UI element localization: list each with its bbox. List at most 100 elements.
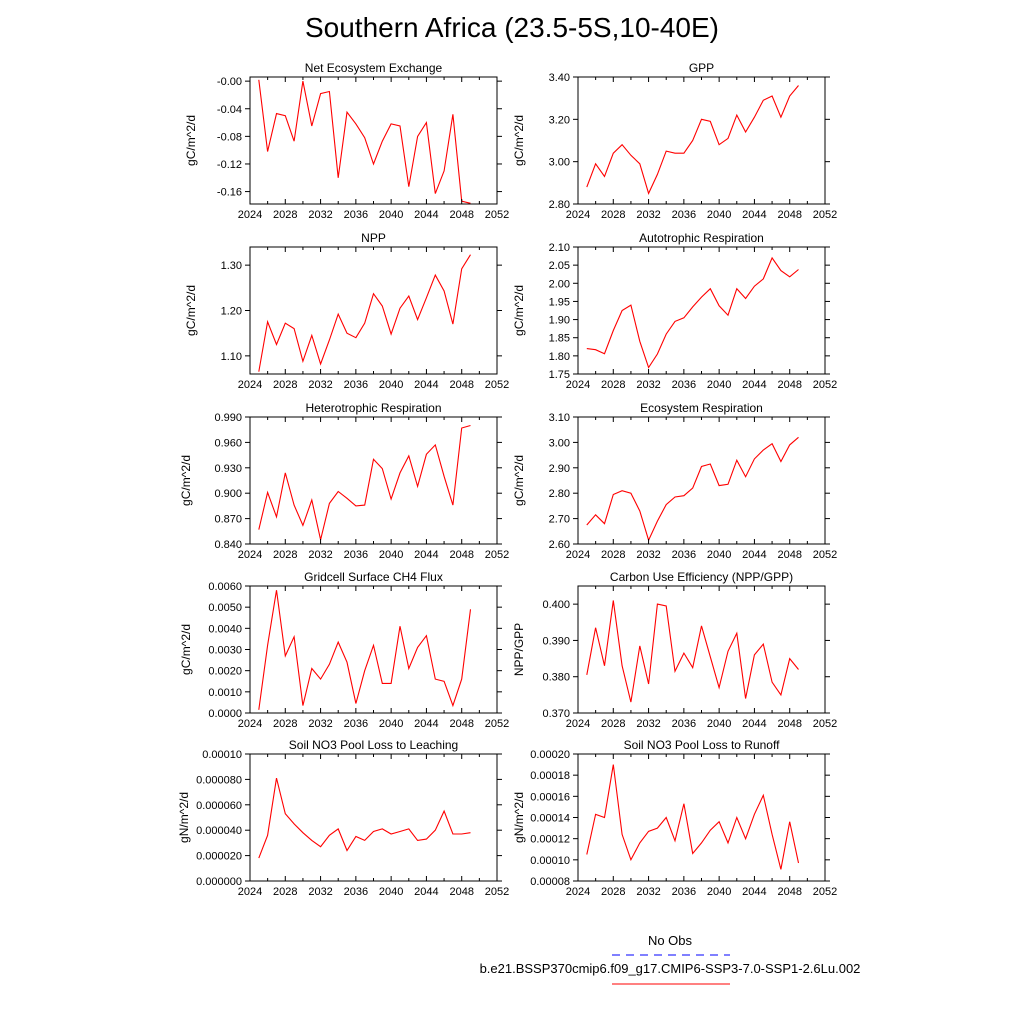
x-tick-label: 2028 bbox=[273, 886, 297, 898]
x-tick-label: 2024 bbox=[566, 209, 590, 221]
x-tick-label: 2048 bbox=[449, 886, 473, 898]
y-tick-label: 3.40 bbox=[549, 72, 570, 84]
series-line bbox=[586, 256, 799, 369]
x-tick-label: 2044 bbox=[742, 379, 766, 391]
y-tick-label: 3.10 bbox=[549, 412, 570, 424]
x-tick-label: 2036 bbox=[672, 886, 696, 898]
y-tick-label: 3.00 bbox=[549, 157, 570, 169]
x-tick-label: 2040 bbox=[707, 549, 731, 561]
y-tick-label: 0.930 bbox=[214, 463, 242, 475]
x-tick-label: 2040 bbox=[379, 379, 403, 391]
x-tick-label: 2024 bbox=[566, 886, 590, 898]
x-tick-label: 2052 bbox=[485, 209, 509, 221]
y-tick-label: 2.80 bbox=[549, 199, 570, 211]
x-tick-label: 2028 bbox=[601, 886, 625, 898]
x-tick-label: 2048 bbox=[777, 886, 801, 898]
x-tick-label: 2040 bbox=[707, 886, 731, 898]
y-tick-label: 0.000000 bbox=[196, 876, 242, 888]
y-tick-label: 2.00 bbox=[549, 278, 570, 290]
x-tick-label: 2024 bbox=[566, 718, 590, 730]
x-tick-label: 2024 bbox=[566, 549, 590, 561]
y-tick-label: 1.95 bbox=[549, 296, 570, 308]
series-line bbox=[258, 424, 471, 540]
x-tick-label: 2044 bbox=[742, 718, 766, 730]
x-tick-label: 2024 bbox=[238, 209, 262, 221]
y-tick-label: 1.85 bbox=[549, 333, 570, 345]
chart-panel: 2024 2028 2032 2036 2040 2044 2048 2052 -0.00 -0.… bbox=[184, 61, 509, 221]
panel-title: Soil NO3 Pool Loss to Leaching bbox=[289, 738, 458, 752]
page-title: Southern Africa (23.5-5S,10-40E) bbox=[304, 12, 719, 43]
panel-title: Soil NO3 Pool Loss to Runoff bbox=[624, 738, 781, 752]
y-axis-label: gC/m^2/d bbox=[184, 285, 198, 336]
plot-frame bbox=[249, 585, 498, 714]
legend: No Obs b.e21.BSSP370cmip6.f09_g17.CMIP6-S… bbox=[480, 933, 860, 985]
y-tick-label: 0.00008 bbox=[530, 876, 570, 888]
plot-frame bbox=[577, 76, 826, 205]
x-tick-label: 2036 bbox=[672, 209, 696, 221]
y-tick-label: 0.00010 bbox=[530, 855, 570, 867]
panel-title: Ecosystem Respiration bbox=[640, 401, 763, 415]
x-tick-label: 2036 bbox=[344, 379, 368, 391]
x-tick-label: 2052 bbox=[813, 718, 837, 730]
x-tick-label: 2032 bbox=[308, 886, 332, 898]
x-tick-label: 2036 bbox=[344, 886, 368, 898]
y-tick-label: 0.000020 bbox=[196, 851, 242, 863]
y-tick-label: 0.380 bbox=[542, 672, 570, 684]
y-tick-label: 0.00020 bbox=[530, 749, 570, 761]
y-tick-label: 0.00018 bbox=[530, 770, 570, 782]
panel-title: Autotrophic Respiration bbox=[639, 231, 764, 245]
x-tick-label: 2044 bbox=[414, 209, 438, 221]
x-tick-label: 2024 bbox=[238, 379, 262, 391]
x-tick-label: 2036 bbox=[672, 549, 696, 561]
plot-frame bbox=[577, 585, 826, 714]
x-tick-label: 2040 bbox=[379, 549, 403, 561]
plot-frame bbox=[249, 246, 498, 375]
y-tick-label: 1.75 bbox=[549, 369, 570, 381]
legend-obs-label: No Obs bbox=[648, 933, 693, 948]
panel-title: Gridcell Surface CH4 Flux bbox=[304, 570, 443, 584]
x-tick-label: 2032 bbox=[636, 718, 660, 730]
series-line bbox=[258, 590, 472, 710]
x-tick-label: 2040 bbox=[379, 886, 403, 898]
x-tick-label: 2032 bbox=[308, 549, 332, 561]
x-tick-label: 2028 bbox=[601, 718, 625, 730]
series-line bbox=[586, 436, 799, 542]
x-tick-label: 2028 bbox=[601, 209, 625, 221]
plot-frame bbox=[249, 753, 498, 882]
y-tick-label: 2.80 bbox=[549, 488, 570, 500]
plot-frame bbox=[577, 246, 826, 375]
x-tick-label: 2044 bbox=[742, 549, 766, 561]
y-tick-label: 0.400 bbox=[542, 599, 570, 611]
y-axis-label: gC/m^2/d bbox=[512, 285, 526, 336]
x-tick-label: 2032 bbox=[636, 886, 660, 898]
y-tick-label: 1.80 bbox=[549, 351, 570, 363]
y-tick-label: 0.0030 bbox=[208, 645, 242, 657]
y-tick-label: 3.20 bbox=[549, 114, 570, 126]
x-tick-label: 2048 bbox=[449, 209, 473, 221]
x-tick-label: 2024 bbox=[238, 886, 262, 898]
y-tick-label: 0.0000 bbox=[208, 708, 242, 720]
y-tick-label: 1.20 bbox=[221, 306, 242, 318]
x-tick-label: 2040 bbox=[707, 209, 731, 221]
chart-panel: 2024 2028 2032 2036 2040 2044 2048 2052 1.10 1.20… bbox=[184, 231, 509, 391]
x-tick-label: 2028 bbox=[273, 549, 297, 561]
x-tick-label: 2040 bbox=[379, 209, 403, 221]
y-tick-label: 0.0020 bbox=[208, 666, 242, 678]
y-tick-label: -0.16 bbox=[217, 187, 242, 199]
x-tick-label: 2052 bbox=[485, 549, 509, 561]
x-tick-label: 2028 bbox=[601, 379, 625, 391]
x-tick-label: 2028 bbox=[273, 379, 297, 391]
y-tick-label: 0.00014 bbox=[530, 813, 570, 825]
chart-panel: 2024 2028 2032 2036 2040 2044 2048 2052 0.840 0.8… bbox=[179, 401, 509, 561]
chart-panel: 2024 2028 2032 2036 2040 2044 2048 2052 2.80 3.00… bbox=[512, 61, 837, 221]
y-axis-label: gN/m^2/d bbox=[177, 792, 191, 843]
x-tick-label: 2036 bbox=[344, 718, 368, 730]
y-tick-label: 2.10 bbox=[549, 242, 570, 254]
y-axis-label: NPP/GPP bbox=[512, 623, 526, 676]
plot-frame bbox=[577, 416, 826, 545]
y-tick-label: 1.90 bbox=[549, 315, 570, 327]
x-tick-label: 2032 bbox=[636, 209, 660, 221]
x-tick-label: 2048 bbox=[449, 379, 473, 391]
x-tick-label: 2044 bbox=[742, 209, 766, 221]
